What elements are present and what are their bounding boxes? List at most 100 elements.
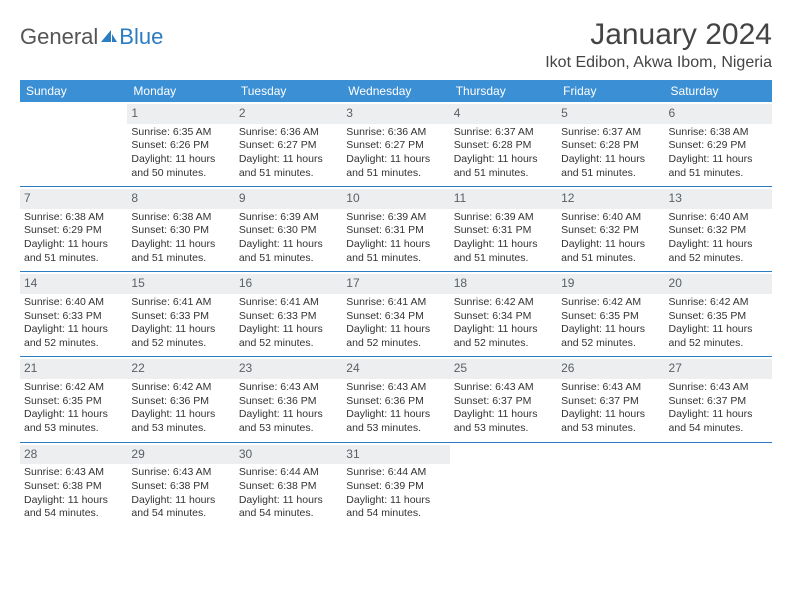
day-number: 8 [127,189,234,209]
sunset-text: Sunset: 6:32 PM [561,224,660,238]
day-number: 16 [235,274,342,294]
sunset-text: Sunset: 6:29 PM [24,224,123,238]
daylight-text: Daylight: 11 hours and 52 minutes. [454,323,553,350]
day-number: 21 [20,359,127,379]
day-number: 20 [665,274,772,294]
daylight-text: Daylight: 11 hours and 53 minutes. [24,408,123,435]
daylight-text: Daylight: 11 hours and 52 minutes. [669,238,768,265]
week-row: 14Sunrise: 6:40 AMSunset: 6:33 PMDayligh… [20,272,772,357]
daylight-text: Daylight: 11 hours and 51 minutes. [454,238,553,265]
sunset-text: Sunset: 6:28 PM [454,139,553,153]
sunset-text: Sunset: 6:27 PM [239,139,338,153]
day-cell: 17Sunrise: 6:41 AMSunset: 6:34 PMDayligh… [342,272,449,357]
day-cell: 16Sunrise: 6:41 AMSunset: 6:33 PMDayligh… [235,272,342,357]
page-header: GeneralBlue January 2024 Ikot Edibon, Ak… [20,18,772,72]
daylight-text: Daylight: 11 hours and 54 minutes. [131,494,230,521]
day-number: 2 [235,104,342,124]
title-block: January 2024 Ikot Edibon, Akwa Ibom, Nig… [545,18,772,72]
daylight-text: Daylight: 11 hours and 53 minutes. [239,408,338,435]
brand-name: GeneralBlue [20,24,163,50]
day-number: 11 [450,189,557,209]
day-number: 19 [557,274,664,294]
sunset-text: Sunset: 6:38 PM [24,480,123,494]
day-cell: 13Sunrise: 6:40 AMSunset: 6:32 PMDayligh… [665,187,772,272]
sunrise-text: Sunrise: 6:41 AM [346,296,445,310]
daylight-text: Daylight: 11 hours and 53 minutes. [561,408,660,435]
day-cell: 20Sunrise: 6:42 AMSunset: 6:35 PMDayligh… [665,272,772,357]
day-cell: . [450,443,557,527]
sunset-text: Sunset: 6:38 PM [131,480,230,494]
day-number: 22 [127,359,234,379]
day-cell: 31Sunrise: 6:44 AMSunset: 6:39 PMDayligh… [342,443,449,527]
day-cell: 7Sunrise: 6:38 AMSunset: 6:29 PMDaylight… [20,187,127,272]
sunrise-text: Sunrise: 6:43 AM [131,466,230,480]
daylight-text: Daylight: 11 hours and 52 minutes. [131,323,230,350]
daylight-text: Daylight: 11 hours and 51 minutes. [669,153,768,180]
calendar-body: .1Sunrise: 6:35 AMSunset: 6:26 PMDayligh… [20,102,772,527]
sunset-text: Sunset: 6:30 PM [239,224,338,238]
dow-row: Sunday Monday Tuesday Wednesday Thursday… [20,80,772,102]
daylight-text: Daylight: 11 hours and 51 minutes. [561,153,660,180]
sunset-text: Sunset: 6:37 PM [669,395,768,409]
sunrise-text: Sunrise: 6:43 AM [239,381,338,395]
day-cell: 24Sunrise: 6:43 AMSunset: 6:36 PMDayligh… [342,357,449,442]
day-cell: 4Sunrise: 6:37 AMSunset: 6:28 PMDaylight… [450,102,557,187]
sunrise-text: Sunrise: 6:42 AM [131,381,230,395]
day-cell: 22Sunrise: 6:42 AMSunset: 6:36 PMDayligh… [127,357,234,442]
day-number: 28 [20,445,127,465]
sunset-text: Sunset: 6:36 PM [239,395,338,409]
sunrise-text: Sunrise: 6:41 AM [239,296,338,310]
sunrise-text: Sunrise: 6:44 AM [346,466,445,480]
day-cell: . [665,443,772,527]
daylight-text: Daylight: 11 hours and 52 minutes. [239,323,338,350]
daylight-text: Daylight: 11 hours and 52 minutes. [561,323,660,350]
week-row: 28Sunrise: 6:43 AMSunset: 6:38 PMDayligh… [20,443,772,527]
day-number: 1 [127,104,234,124]
dow-tue: Tuesday [235,80,342,102]
day-cell: 11Sunrise: 6:39 AMSunset: 6:31 PMDayligh… [450,187,557,272]
daylight-text: Daylight: 11 hours and 52 minutes. [24,323,123,350]
daylight-text: Daylight: 11 hours and 52 minutes. [669,323,768,350]
brand-name-b: Blue [119,24,163,50]
sunrise-text: Sunrise: 6:36 AM [239,126,338,140]
sunrise-text: Sunrise: 6:43 AM [24,466,123,480]
sunrise-text: Sunrise: 6:37 AM [561,126,660,140]
daylight-text: Daylight: 11 hours and 51 minutes. [131,238,230,265]
sunrise-text: Sunrise: 6:43 AM [669,381,768,395]
sunrise-text: Sunrise: 6:35 AM [131,126,230,140]
sunrise-text: Sunrise: 6:42 AM [24,381,123,395]
sunrise-text: Sunrise: 6:38 AM [131,211,230,225]
sunset-text: Sunset: 6:33 PM [24,310,123,324]
daylight-text: Daylight: 11 hours and 53 minutes. [346,408,445,435]
day-cell: 14Sunrise: 6:40 AMSunset: 6:33 PMDayligh… [20,272,127,357]
day-cell: 12Sunrise: 6:40 AMSunset: 6:32 PMDayligh… [557,187,664,272]
day-number: 27 [665,359,772,379]
sunset-text: Sunset: 6:34 PM [454,310,553,324]
daylight-text: Daylight: 11 hours and 53 minutes. [131,408,230,435]
day-number: 6 [665,104,772,124]
sunrise-text: Sunrise: 6:44 AM [239,466,338,480]
sunset-text: Sunset: 6:37 PM [561,395,660,409]
sunset-text: Sunset: 6:30 PM [131,224,230,238]
day-cell: . [557,443,664,527]
daylight-text: Daylight: 11 hours and 54 minutes. [669,408,768,435]
sunset-text: Sunset: 6:34 PM [346,310,445,324]
daylight-text: Daylight: 11 hours and 53 minutes. [454,408,553,435]
day-cell: 1Sunrise: 6:35 AMSunset: 6:26 PMDaylight… [127,102,234,187]
week-row: 21Sunrise: 6:42 AMSunset: 6:35 PMDayligh… [20,357,772,442]
daylight-text: Daylight: 11 hours and 51 minutes. [24,238,123,265]
sunrise-text: Sunrise: 6:43 AM [346,381,445,395]
day-number: 30 [235,445,342,465]
day-cell: 6Sunrise: 6:38 AMSunset: 6:29 PMDaylight… [665,102,772,187]
day-number: 29 [127,445,234,465]
sunrise-text: Sunrise: 6:40 AM [24,296,123,310]
daylight-text: Daylight: 11 hours and 51 minutes. [561,238,660,265]
day-cell: 25Sunrise: 6:43 AMSunset: 6:37 PMDayligh… [450,357,557,442]
dow-thu: Thursday [450,80,557,102]
sunrise-text: Sunrise: 6:41 AM [131,296,230,310]
sunset-text: Sunset: 6:28 PM [561,139,660,153]
daylight-text: Daylight: 11 hours and 51 minutes. [346,153,445,180]
sunrise-text: Sunrise: 6:42 AM [669,296,768,310]
dow-sun: Sunday [20,80,127,102]
dow-fri: Friday [557,80,664,102]
